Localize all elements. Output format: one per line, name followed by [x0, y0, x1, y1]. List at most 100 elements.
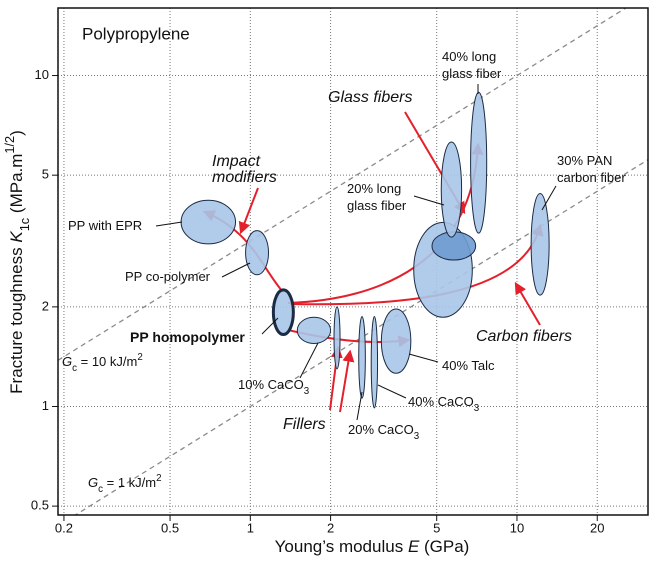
- region-label-part: 10% CaCO: [238, 377, 304, 392]
- x-tick-label: 2: [327, 520, 334, 535]
- region-label-part: glass fiber: [442, 66, 502, 81]
- property-region: [245, 230, 270, 276]
- region-label: carbon fiber: [557, 170, 626, 185]
- region-label: 20% long: [347, 181, 401, 196]
- guideline-label-part: G: [88, 475, 98, 490]
- guideline-label-part: = 1 kJ/m: [103, 475, 156, 490]
- annotation: Carbon fibers: [476, 328, 572, 345]
- y-axis-label-part: 1c: [17, 217, 32, 231]
- region-label: 10% CaCO3: [238, 377, 309, 397]
- leader-line: [261, 317, 279, 335]
- y-tick-label: 10: [35, 67, 49, 82]
- property-region: [271, 288, 295, 337]
- region-label: glass fiber: [442, 66, 502, 81]
- property-region: [358, 316, 366, 399]
- regions: [180, 91, 550, 409]
- region-label: PP with EPR: [68, 218, 142, 233]
- region-label-part: PP co-polymer: [125, 269, 211, 284]
- property-region: [440, 141, 463, 238]
- guideline-label-part: G: [62, 354, 72, 369]
- guideline-label: Gc = 10 kJ/m2: [62, 352, 143, 374]
- y-tick-label: 1: [42, 398, 49, 413]
- region-label: glass fiber: [347, 198, 407, 213]
- guideline-label-part: c: [98, 484, 103, 495]
- leader-line: [155, 221, 183, 227]
- annotation: Glass fibers: [328, 89, 412, 106]
- plot-frame: [57, 7, 649, 516]
- x-tick-label: 1: [247, 520, 254, 535]
- guideline-label-part: 2: [137, 352, 142, 363]
- region-label-part: 20% long: [347, 181, 401, 196]
- grid: [52, 8, 648, 521]
- x-tick-label: 5: [433, 520, 440, 535]
- guideline-label: Gc = 1 kJ/m2: [88, 473, 162, 495]
- region-label-part: 40% long: [442, 49, 496, 64]
- chart-title: Polypropylene: [82, 24, 190, 43]
- region-label-part: PP homopolymer: [130, 329, 245, 345]
- property-region: [530, 193, 550, 296]
- x-tick-label: 20: [590, 520, 604, 535]
- region-label: PP co-polymer: [125, 269, 211, 284]
- impact-pointer: [238, 187, 259, 235]
- region-label-part: 3: [414, 431, 419, 442]
- y-axis-label: Fracture toughness K1c (MPa.m1/2): [2, 130, 32, 394]
- region-label-part: 40% Talc: [442, 358, 495, 373]
- guideline-label-part: = 10 kJ/m: [77, 354, 137, 369]
- leader-line: [377, 384, 407, 399]
- region-label: 40% CaCO3: [408, 394, 479, 414]
- region-label-part: 3: [304, 386, 309, 397]
- annotation: Fillers: [283, 416, 326, 433]
- x-axis-label-part: Young’s modulus: [275, 537, 408, 556]
- toughness-guideline: [58, 8, 628, 361]
- y-tick-label: 5: [42, 167, 49, 182]
- leader-line: [356, 391, 363, 421]
- leader-lines: [155, 84, 557, 421]
- property-region: [333, 306, 341, 370]
- region-label: 20% CaCO3: [348, 422, 419, 442]
- property-region: [296, 316, 332, 344]
- guideline-label-part: c: [72, 363, 77, 374]
- guideline-label-part: 2: [156, 473, 161, 484]
- annotation: modifiers: [212, 169, 277, 186]
- y-tick-label: 0.5: [31, 498, 49, 513]
- x-tick-label: 0.2: [55, 520, 73, 535]
- leader-line: [413, 195, 445, 206]
- x-axis-label-part: (GPa): [419, 537, 469, 556]
- region-label: PP homopolymer: [130, 329, 245, 345]
- leader-line: [299, 342, 319, 379]
- y-axis-label-part: 1/2: [2, 136, 17, 154]
- region-label-part: glass fiber: [347, 198, 407, 213]
- leader-line: [221, 262, 251, 278]
- region-label: 30% PAN: [557, 153, 612, 168]
- y-tick-label: 2: [42, 298, 49, 313]
- x-tick-label: 10: [510, 520, 524, 535]
- region-label-part: carbon fiber: [557, 170, 626, 185]
- y-axis-label-part: Fracture toughness: [7, 243, 26, 394]
- y-axis-label-part: ): [7, 130, 26, 136]
- region-label-part: 40% CaCO: [408, 394, 474, 409]
- y-axis-label-part: K: [7, 231, 26, 243]
- property-region: [180, 199, 237, 245]
- filler-pointer: [339, 349, 355, 413]
- x-axis-label-part: E: [408, 537, 420, 556]
- toughness-guideline: [74, 159, 648, 515]
- region-label: 40% Talc: [442, 358, 495, 373]
- leader-line: [541, 185, 557, 211]
- y-axis-label-part: (MPa.m: [7, 154, 26, 218]
- leader-line: [408, 353, 439, 363]
- x-tick-label: 0.5: [161, 520, 179, 535]
- region-label: 40% long: [442, 49, 496, 64]
- guidelines: [58, 8, 648, 515]
- region-label-part: 20% CaCO: [348, 422, 414, 437]
- x-axis-label: Young’s modulus E (GPa): [275, 537, 470, 556]
- property-region: [470, 91, 488, 234]
- carbon-pointer: [514, 281, 541, 326]
- region-label-part: 3: [474, 403, 479, 414]
- region-label-part: 30% PAN: [557, 153, 612, 168]
- property-region: [370, 316, 379, 409]
- region-label-part: PP with EPR: [68, 218, 142, 233]
- property-region: [380, 308, 412, 374]
- annotation: Impact: [212, 153, 261, 170]
- labels: 0.2 0.5 1 2 5 10 20 0.5 1 2 5 10 Young’s modulus E (…: [2, 49, 626, 556]
